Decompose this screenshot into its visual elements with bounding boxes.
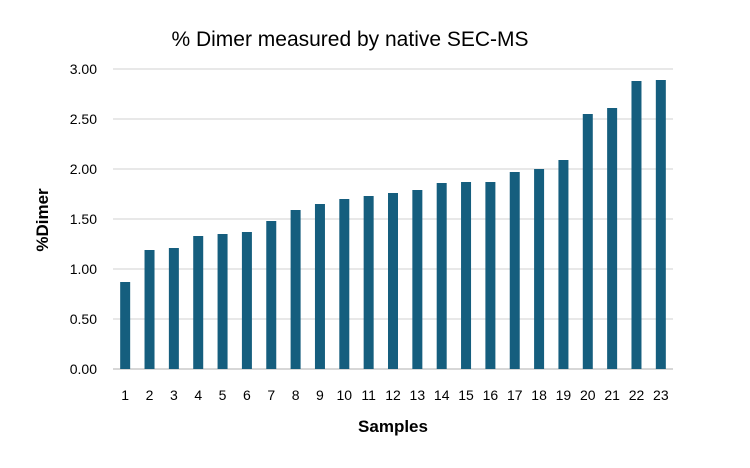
x-tick-label: 15 <box>458 387 474 403</box>
x-tick-label: 7 <box>267 387 275 403</box>
x-tick-label: 13 <box>410 387 426 403</box>
y-tick-label: 1.50 <box>70 211 97 227</box>
bar-sample-19 <box>558 160 569 369</box>
x-tick-label: 21 <box>604 387 620 403</box>
x-tick-label: 9 <box>316 387 324 403</box>
chart-title: % Dimer measured by native SEC-MS <box>171 28 528 51</box>
bar-sample-8 <box>290 210 301 369</box>
x-tick-label: 10 <box>337 387 353 403</box>
bar-sample-21 <box>607 108 618 369</box>
x-tick-label: 20 <box>580 387 596 403</box>
x-tick-label: 17 <box>507 387 523 403</box>
x-tick-label: 1 <box>121 387 129 403</box>
bar-sample-6 <box>241 232 252 369</box>
bar-sample-15 <box>461 182 472 369</box>
bar-sample-18 <box>534 169 545 369</box>
bar-sample-23 <box>655 80 666 369</box>
x-tick-label: 19 <box>556 387 572 403</box>
bar-sample-22 <box>631 81 642 369</box>
bar-sample-3 <box>168 248 179 369</box>
x-tick-label: 6 <box>243 387 251 403</box>
bar-sample-11 <box>363 196 374 369</box>
bar-sample-16 <box>485 182 496 369</box>
bar-sample-2 <box>144 250 155 369</box>
bar-sample-13 <box>412 190 423 369</box>
y-tick-label: 2.00 <box>70 161 97 177</box>
y-axis-label: %Dimer <box>33 188 52 252</box>
x-axis-label: Samples <box>358 417 428 436</box>
y-tick-label: 0.50 <box>70 311 97 327</box>
x-tick-label: 3 <box>170 387 178 403</box>
bar-sample-1 <box>120 282 131 369</box>
x-tick-label: 5 <box>219 387 227 403</box>
bar-sample-4 <box>193 236 204 369</box>
x-tick-label: 4 <box>194 387 202 403</box>
y-tick-label: 0.00 <box>70 361 97 377</box>
bar-sample-5 <box>217 234 228 369</box>
bar-sample-17 <box>509 172 520 369</box>
bar-sample-20 <box>582 114 593 369</box>
y-tick-label: 2.50 <box>70 111 97 127</box>
bar-sample-14 <box>436 183 447 369</box>
x-tick-label: 11 <box>361 387 376 403</box>
y-tick-label: 1.00 <box>70 261 97 277</box>
x-tick-label: 16 <box>483 387 499 403</box>
x-tick-label: 12 <box>385 387 401 403</box>
y-tick-label: 3.00 <box>70 61 97 77</box>
bar-sample-10 <box>339 199 350 369</box>
x-tick-label: 2 <box>146 387 154 403</box>
bar-sample-12 <box>388 193 398 369</box>
x-tick-label: 14 <box>434 387 450 403</box>
x-tick-label: 18 <box>531 387 547 403</box>
x-tick-label: 22 <box>629 387 645 403</box>
bar-sample-9 <box>314 204 325 369</box>
bar-sample-7 <box>266 221 277 369</box>
x-tick-label: 23 <box>653 387 669 403</box>
x-tick-label: 8 <box>292 387 300 403</box>
